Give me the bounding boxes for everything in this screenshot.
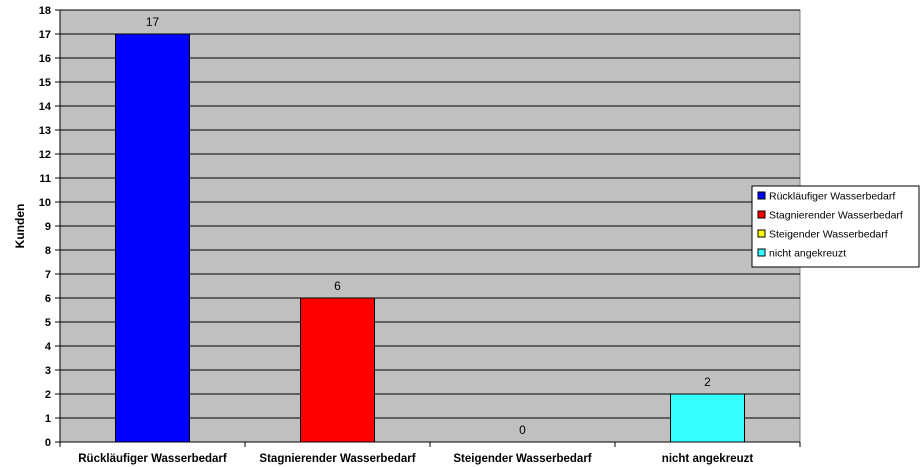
bar	[670, 393, 745, 443]
y-tick-label: 14	[39, 101, 52, 113]
legend-entry: Steigender Wasserbedarf	[769, 229, 888, 241]
legend-entry: Stagnierender Wasserbedarf	[769, 210, 903, 222]
y-tick-label: 8	[45, 245, 51, 257]
x-category-label: Steigender Wasserbedarf	[453, 453, 591, 465]
y-tick-label: 12	[39, 149, 51, 161]
legend-entry: Rückläufiger Wasserbedarf	[769, 191, 895, 203]
y-tick-label: 11	[39, 173, 51, 185]
y-tick-label: 1	[45, 413, 51, 425]
data-label: 2	[704, 375, 711, 389]
y-tick-label: 6	[45, 293, 51, 305]
y-tick-label: 17	[39, 29, 51, 41]
y-tick-label: 2	[45, 389, 51, 401]
bars	[115, 33, 745, 443]
legend-entry: nicht angekreuzt	[769, 248, 846, 260]
y-tick-label: 7	[45, 269, 51, 281]
y-tick-label: 0	[45, 437, 51, 449]
x-category-label: Rückläufiger Wasserbedarf	[78, 453, 227, 465]
y-tick-label: 10	[39, 197, 51, 209]
data-label: 6	[334, 279, 341, 293]
y-tick-label: 5	[45, 317, 51, 329]
y-tick-label: 13	[39, 125, 51, 137]
bar	[300, 297, 375, 443]
y-tick-label: 3	[45, 365, 51, 377]
legend-box	[751, 185, 920, 268]
legend-swatch	[757, 191, 766, 200]
data-labels: 17 6 0 2	[146, 15, 711, 437]
legend-swatch	[757, 210, 766, 219]
y-tick-label: 9	[45, 221, 51, 233]
x-category-label: Stagnierender Wasserbedarf	[259, 453, 415, 465]
x-axis-categories: Rückläufiger Wasserbedarf Stagnierender W…	[59, 442, 801, 465]
y-tick-label: 15	[39, 77, 51, 89]
x-category-label: nicht angekreuzt	[662, 453, 754, 465]
legend-swatch	[757, 229, 766, 238]
legend-swatch	[757, 248, 766, 257]
data-label: 17	[146, 15, 160, 29]
data-label: 0	[519, 423, 526, 437]
y-tick-label: 4	[45, 341, 52, 353]
y-tick-label: 16	[39, 53, 51, 65]
legend: Rückläufiger Wasserbedarf Stagnierender W…	[751, 185, 920, 268]
y-tick-label: 18	[39, 5, 51, 17]
bar	[115, 33, 190, 443]
y-axis-label: Kunden	[13, 204, 27, 249]
